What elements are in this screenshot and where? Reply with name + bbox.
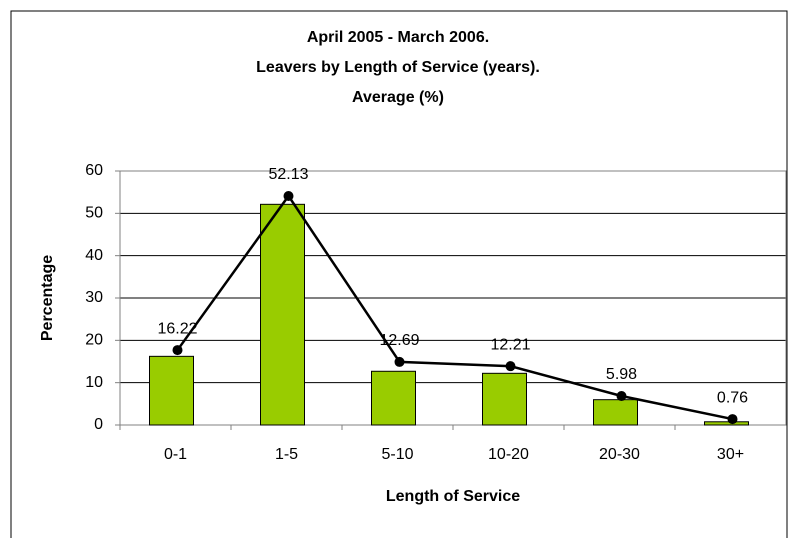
bar <box>371 370 416 426</box>
y-tick-label: 0 <box>94 416 103 433</box>
bar <box>482 372 527 426</box>
y-tick-label: 50 <box>85 205 103 222</box>
y-tick-label: 40 <box>85 247 103 264</box>
data-label: 5.98 <box>606 366 637 383</box>
data-label: 52.13 <box>268 166 308 183</box>
x-tick-label: 5-10 <box>381 446 413 463</box>
data-label: 16.22 <box>157 320 197 337</box>
chart-title: Leavers by Length of Service (years). <box>256 59 540 76</box>
chart-title: April 2005 - March 2006. <box>307 29 489 46</box>
line-point <box>505 361 516 372</box>
line <box>176 193 733 421</box>
line-point <box>616 391 627 402</box>
x-axis-label: Length of Service <box>386 488 520 505</box>
y-tick-label: 30 <box>85 289 103 306</box>
data-label: 0.76 <box>717 389 748 406</box>
x-tick-label: 0-1 <box>164 446 187 463</box>
y-tick-label: 10 <box>85 374 103 391</box>
data-label: 12.69 <box>379 332 419 349</box>
bar <box>704 421 749 426</box>
line-point <box>172 345 183 356</box>
x-tick-label: 20-30 <box>599 446 640 463</box>
bar <box>593 399 638 426</box>
bar <box>260 203 305 426</box>
line-point <box>727 414 738 425</box>
data-label: 12.21 <box>490 336 530 353</box>
y-axis-label: Percentage <box>39 255 56 341</box>
bar <box>149 355 194 426</box>
y-tick-label: 60 <box>85 162 103 179</box>
chart-frame <box>10 10 788 538</box>
line-point <box>283 190 294 201</box>
y-tick-label: 20 <box>85 332 103 349</box>
line-point <box>394 356 405 367</box>
x-tick-label: 30+ <box>717 446 744 463</box>
x-tick-label: 1-5 <box>275 446 298 463</box>
chart-title: Average (%) <box>352 89 444 106</box>
x-tick-label: 10-20 <box>488 446 529 463</box>
